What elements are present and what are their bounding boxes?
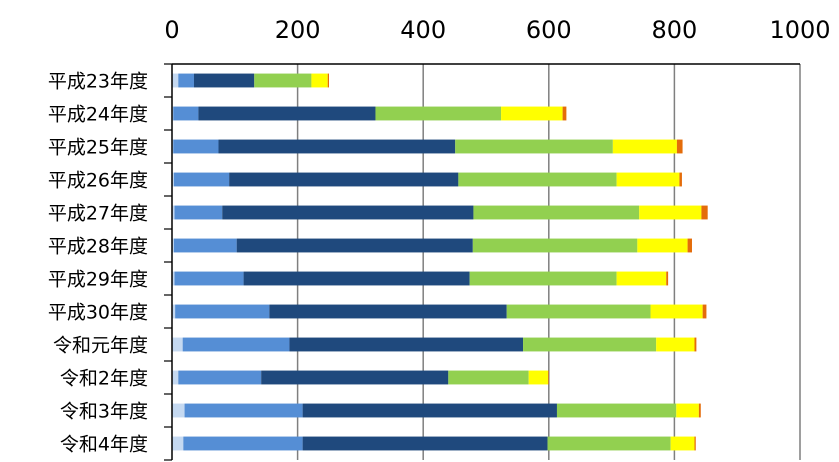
bar-segment: [173, 238, 237, 253]
bar-segment: [172, 205, 175, 220]
category-label: 令和元年度: [53, 335, 148, 357]
bar-segment: [302, 403, 557, 418]
bar-segment: [637, 238, 688, 253]
bar-segment: [173, 139, 219, 154]
bar-segment: [173, 106, 199, 121]
x-tick-label: 1000: [769, 16, 830, 44]
bar-segment: [311, 73, 328, 88]
bars: [172, 73, 708, 451]
category-label: 令和3年度: [60, 401, 148, 423]
bar-segment: [172, 172, 174, 187]
bar-segment: [702, 304, 707, 319]
bar-segment: [243, 271, 470, 286]
bar-segment: [472, 238, 638, 253]
bar-segment: [172, 238, 174, 253]
bar-segment: [236, 238, 473, 253]
bar-segment: [174, 205, 223, 220]
bar-segment: [261, 370, 449, 385]
bar-segment: [178, 370, 262, 385]
bar-segment: [174, 271, 244, 286]
bar-segment: [501, 106, 563, 121]
category-label: 平成25年度: [48, 137, 148, 159]
x-tick-label: 800: [651, 16, 697, 44]
bar-segment: [701, 205, 708, 220]
bar-segment: [670, 436, 695, 451]
bar-segment: [506, 304, 651, 319]
category-label: 平成30年度: [48, 302, 148, 324]
bar-segment: [694, 436, 696, 451]
x-tick-label: 0: [164, 16, 179, 44]
category-label: 平成26年度: [48, 170, 148, 192]
bar-segment: [302, 436, 548, 451]
bar-segment: [172, 370, 179, 385]
bar-segment: [639, 205, 702, 220]
bar-segment: [172, 271, 175, 286]
bar-segment: [612, 139, 677, 154]
bar-segment: [172, 403, 185, 418]
category-label: 平成24年度: [48, 104, 148, 126]
bar-segment: [175, 304, 270, 319]
bar-segment: [694, 337, 697, 352]
bar-segment: [650, 304, 703, 319]
category-label: 平成28年度: [48, 236, 148, 258]
gridlines: [296, 64, 801, 460]
bar-segment: [698, 403, 701, 418]
bar-segment: [198, 106, 376, 121]
x-tick-label: 400: [400, 16, 446, 44]
category-label: 平成27年度: [48, 203, 148, 225]
x-tick-label: 200: [275, 16, 321, 44]
bar-segment: [375, 106, 502, 121]
bar-segment: [547, 436, 671, 451]
bar-segment: [172, 337, 183, 352]
category-labels: 平成23年度平成24年度平成25年度平成26年度平成27年度平成28年度平成29…: [48, 71, 148, 456]
bar-segment: [679, 172, 682, 187]
bar-segment: [523, 337, 657, 352]
bar-segment: [269, 304, 507, 319]
bar-segment: [182, 337, 290, 352]
bar-segment: [183, 436, 303, 451]
category-label: 令和2年度: [60, 368, 148, 390]
bar-segment: [193, 73, 255, 88]
bar-segment: [172, 304, 176, 319]
bar-segment: [556, 403, 677, 418]
category-label: 平成29年度: [48, 269, 148, 291]
bar-segment: [222, 205, 474, 220]
bar-segment: [473, 205, 640, 220]
bar-segment: [562, 106, 567, 121]
category-label: 令和4年度: [60, 434, 148, 456]
bar-segment: [448, 370, 529, 385]
bar-segment: [178, 73, 194, 88]
axes: [164, 63, 800, 461]
bar-segment: [616, 271, 667, 286]
bar-segment: [687, 238, 692, 253]
category-label: 平成23年度: [48, 71, 148, 93]
bar-segment: [254, 73, 312, 88]
bar-segment: [548, 370, 549, 385]
bar-segment: [528, 370, 549, 385]
bar-segment: [327, 73, 329, 88]
bar-segment: [218, 139, 456, 154]
bar-segment: [229, 172, 459, 187]
bar-segment: [676, 139, 683, 154]
x-tick-label: 600: [526, 16, 572, 44]
bar-segment: [666, 271, 669, 286]
bar-segment: [616, 172, 680, 187]
bar-segment: [289, 337, 524, 352]
bar-segment: [172, 436, 184, 451]
bar-segment: [184, 403, 303, 418]
x-tick-labels: 0 200 400 600 800 1000: [164, 16, 830, 44]
bar-segment: [173, 172, 230, 187]
bar-segment: [455, 139, 613, 154]
bar-segment: [676, 403, 699, 418]
bar-segment: [656, 337, 695, 352]
bar-segment: [172, 73, 179, 88]
bar-segment: [458, 172, 617, 187]
bar-segment: [469, 271, 617, 286]
